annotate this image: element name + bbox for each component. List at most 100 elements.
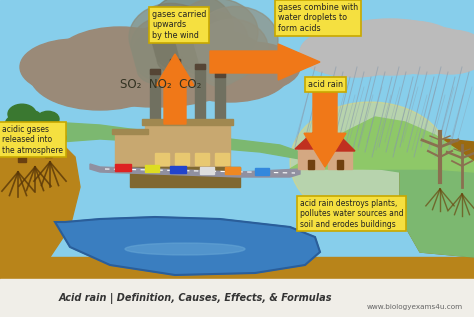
Bar	[255, 168, 269, 175]
Ellipse shape	[5, 113, 39, 137]
Text: acid rain destroys plants,
pollutes water sources and
soil and erodes buildings: acid rain destroys plants, pollutes wate…	[300, 199, 404, 229]
Bar	[337, 160, 343, 169]
Bar	[215, 153, 229, 165]
Bar	[175, 153, 189, 165]
Ellipse shape	[373, 26, 474, 74]
Ellipse shape	[20, 39, 130, 95]
Ellipse shape	[290, 102, 450, 222]
Ellipse shape	[30, 40, 170, 110]
Bar	[321, 143, 327, 152]
Bar	[298, 149, 324, 169]
Ellipse shape	[34, 118, 62, 138]
Ellipse shape	[300, 34, 380, 74]
Bar	[0, 279, 474, 317]
Polygon shape	[290, 117, 474, 172]
Bar	[225, 167, 240, 174]
Ellipse shape	[170, 42, 290, 102]
Ellipse shape	[182, 49, 218, 78]
Bar	[215, 72, 225, 77]
Bar	[30, 132, 35, 147]
Bar	[115, 164, 131, 171]
Ellipse shape	[153, 19, 213, 67]
Bar	[0, 0, 474, 267]
Polygon shape	[210, 44, 320, 80]
Ellipse shape	[129, 3, 213, 71]
Ellipse shape	[131, 16, 203, 74]
Bar	[195, 64, 205, 124]
Bar	[170, 59, 180, 64]
Bar	[313, 136, 335, 152]
Bar	[195, 153, 209, 165]
Bar	[150, 69, 160, 74]
Ellipse shape	[176, 11, 248, 69]
Ellipse shape	[322, 19, 458, 75]
Ellipse shape	[157, 45, 193, 74]
Text: gases combine with
water droplets to
form acids: gases combine with water droplets to for…	[278, 3, 358, 33]
Polygon shape	[90, 164, 300, 177]
Polygon shape	[156, 54, 194, 124]
Polygon shape	[55, 217, 320, 275]
Polygon shape	[0, 137, 80, 257]
Bar	[308, 160, 314, 169]
Text: SO₂  NO₂  CO₂: SO₂ NO₂ CO₂	[120, 79, 201, 92]
Ellipse shape	[21, 116, 43, 132]
Ellipse shape	[174, 0, 258, 66]
Bar	[18, 138, 26, 162]
Ellipse shape	[8, 104, 36, 124]
Polygon shape	[310, 121, 338, 136]
Bar	[145, 165, 159, 172]
Ellipse shape	[60, 31, 250, 107]
Text: Acid rain | Definition, Causes, Effects, & Formulas: Acid rain | Definition, Causes, Effects,…	[58, 293, 332, 303]
Ellipse shape	[202, 58, 238, 87]
Bar	[145, 122, 230, 182]
Ellipse shape	[149, 0, 233, 61]
Bar	[45, 138, 52, 157]
Ellipse shape	[18, 122, 46, 142]
Ellipse shape	[23, 111, 41, 123]
Bar	[150, 69, 160, 124]
Bar	[142, 119, 233, 125]
Bar	[112, 129, 148, 134]
Ellipse shape	[135, 42, 183, 80]
Ellipse shape	[133, 29, 193, 77]
Bar	[170, 59, 180, 124]
Ellipse shape	[137, 55, 173, 83]
Bar	[195, 64, 205, 69]
Polygon shape	[400, 139, 474, 257]
Ellipse shape	[0, 123, 44, 153]
Bar	[328, 151, 352, 169]
Bar	[130, 167, 240, 187]
Ellipse shape	[196, 19, 268, 77]
Ellipse shape	[37, 111, 59, 127]
Polygon shape	[325, 136, 355, 151]
Ellipse shape	[365, 21, 455, 61]
Ellipse shape	[125, 243, 245, 255]
Ellipse shape	[178, 24, 238, 72]
Ellipse shape	[120, 24, 230, 80]
Text: gases carried
upwards
by the wind: gases carried upwards by the wind	[152, 10, 206, 40]
Bar	[170, 166, 186, 173]
Bar	[155, 153, 169, 165]
Bar	[215, 72, 225, 124]
Ellipse shape	[194, 6, 278, 74]
Ellipse shape	[180, 37, 228, 75]
Ellipse shape	[198, 32, 258, 80]
Ellipse shape	[155, 32, 203, 70]
Ellipse shape	[300, 27, 410, 77]
Polygon shape	[0, 122, 474, 257]
Ellipse shape	[200, 45, 248, 83]
Ellipse shape	[151, 6, 223, 64]
Ellipse shape	[55, 27, 185, 91]
Polygon shape	[304, 92, 346, 167]
Text: acid rain: acid rain	[308, 80, 343, 89]
Ellipse shape	[325, 21, 425, 61]
Text: www.biologyexams4u.com: www.biologyexams4u.com	[367, 304, 463, 310]
Bar	[115, 132, 145, 172]
Ellipse shape	[120, 27, 270, 97]
Polygon shape	[295, 134, 327, 149]
Bar	[0, 257, 474, 317]
Ellipse shape	[30, 126, 66, 151]
Ellipse shape	[412, 30, 474, 74]
Ellipse shape	[200, 42, 300, 92]
Bar	[200, 167, 214, 174]
